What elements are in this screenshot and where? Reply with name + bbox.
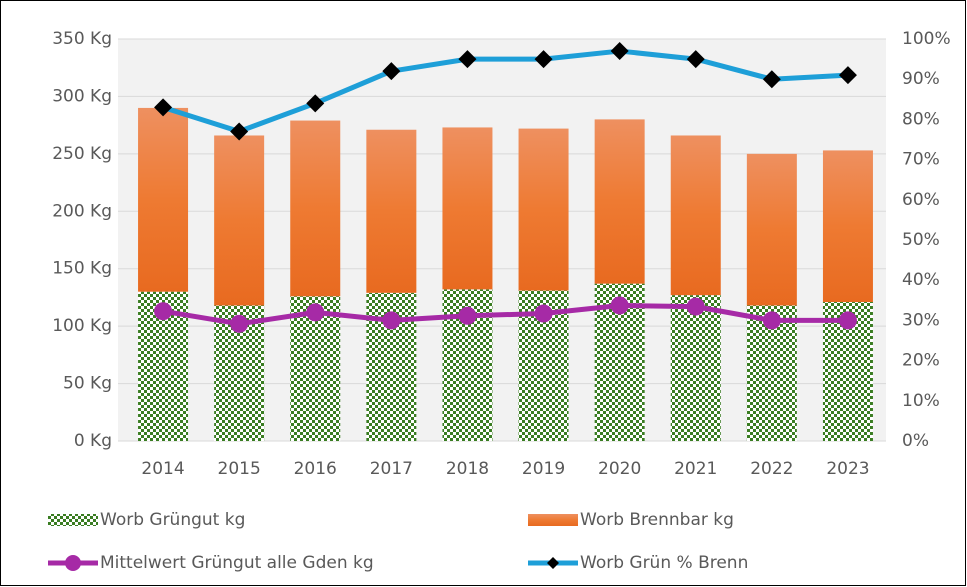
legend-marker [547, 557, 559, 569]
x-tick-label: 2019 [522, 459, 565, 479]
marker [762, 311, 781, 330]
bar-segment [214, 135, 265, 306]
marker [534, 304, 553, 323]
y2-tick-label: 20% [902, 351, 940, 371]
x-tick-label: 2020 [598, 459, 641, 479]
y2-tick-label: 10% [902, 391, 940, 411]
marker [610, 42, 629, 61]
y2-tick-label: 30% [902, 310, 940, 330]
marker [306, 94, 325, 113]
marker [154, 302, 173, 321]
y2-tick-label: 0% [902, 431, 929, 451]
bar-segment [442, 127, 493, 290]
legend-swatch [48, 514, 98, 526]
y2-tick-label: 40% [902, 270, 940, 290]
legend-swatch [528, 514, 578, 526]
x-tick-label: 2021 [674, 459, 717, 479]
marker [306, 303, 325, 322]
legend-label: Mittelwert Grüngut alle Gden kg [100, 553, 374, 573]
x-tick-label: 2015 [218, 459, 261, 479]
y-tick-label: 0 Kg [74, 431, 112, 451]
marker [610, 296, 629, 315]
y-tick-label: 50 Kg [63, 374, 112, 394]
marker [382, 62, 401, 81]
y2-tick-label: 50% [902, 230, 940, 250]
bar-segment [290, 120, 341, 297]
line [162, 302, 848, 327]
y-tick-label: 150 Kg [52, 259, 112, 279]
legend-label: Worb Brennbar kg [580, 510, 734, 530]
bar-segment [822, 150, 873, 303]
y2-tick-label: 100% [902, 29, 951, 49]
marker [230, 314, 249, 333]
bar-segment [670, 295, 721, 441]
legend-label: Worb Grüngut kg [100, 510, 245, 530]
marker [154, 98, 173, 117]
marker [458, 50, 477, 69]
y-tick-label: 250 Kg [52, 144, 112, 164]
y-tick-label: 350 Kg [52, 29, 112, 49]
y2-tick-label: 80% [902, 109, 940, 129]
marker [686, 297, 705, 316]
y2-tick-label: 60% [902, 190, 940, 210]
bar-segment [670, 135, 721, 296]
marker [838, 311, 857, 330]
x-tick-label: 2014 [141, 459, 184, 479]
marker [838, 66, 857, 85]
x-tick-label: 2017 [370, 459, 413, 479]
y2-tick-label: 90% [902, 69, 940, 89]
y-tick-label: 300 Kg [52, 86, 112, 106]
marker [762, 70, 781, 89]
bar-segment [746, 153, 797, 306]
y-tick-label: 200 Kg [52, 201, 112, 221]
marker [458, 306, 477, 325]
marker [230, 122, 249, 141]
bar-segment [366, 129, 417, 293]
y2-tick-label: 70% [902, 150, 940, 170]
marker [686, 50, 705, 69]
y-tick-label: 100 Kg [52, 316, 112, 336]
x-tick-label: 2016 [294, 459, 337, 479]
line [162, 48, 849, 134]
bar-segment [138, 107, 189, 292]
x-tick-label: 2018 [446, 459, 489, 479]
legend-marker [65, 555, 81, 571]
x-tick-label: 2022 [750, 459, 793, 479]
bar-segment [518, 128, 569, 291]
marker [382, 311, 401, 330]
legend-label: Worb Grün % Brenn [580, 553, 748, 573]
bar-segment [594, 119, 645, 284]
x-tick-label: 2023 [826, 459, 869, 479]
marker [534, 50, 553, 69]
